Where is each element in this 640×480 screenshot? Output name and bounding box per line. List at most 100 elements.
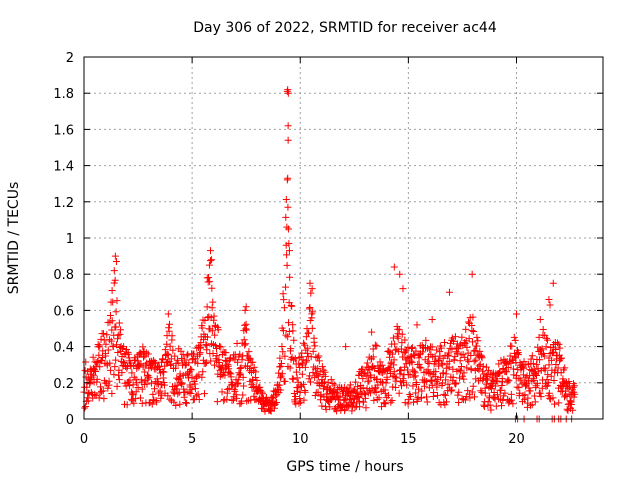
data-point	[367, 373, 375, 381]
data-point	[287, 345, 295, 353]
data-point	[445, 288, 453, 296]
data-point	[290, 336, 298, 344]
data-point	[478, 388, 486, 396]
data-point	[428, 315, 436, 323]
data-point	[436, 373, 444, 381]
data-point	[237, 364, 245, 372]
data-point	[261, 407, 269, 415]
data-point	[233, 394, 241, 402]
data-point	[410, 398, 418, 406]
data-point	[118, 369, 126, 377]
data-point	[295, 360, 303, 368]
data-point	[445, 351, 453, 359]
data-point	[208, 256, 216, 264]
data-point	[411, 372, 419, 380]
data-point	[538, 384, 546, 392]
data-point	[401, 399, 409, 407]
axis-ticks	[83, 56, 603, 420]
data-point	[113, 382, 121, 390]
data-point	[422, 336, 430, 344]
data-point	[374, 381, 382, 389]
y-axis-label: SRMTID / TECUs	[6, 182, 22, 295]
data-point	[470, 357, 478, 365]
data-point	[438, 359, 446, 367]
data-point	[104, 346, 112, 354]
data-point	[440, 390, 448, 398]
data-point	[448, 334, 456, 342]
data-point	[280, 296, 288, 304]
data-point	[513, 383, 521, 391]
data-point	[407, 357, 415, 365]
data-point	[391, 346, 399, 354]
data-point	[544, 336, 552, 344]
x-axis-label: GPS time / hours	[286, 459, 403, 475]
data-point	[433, 391, 441, 399]
data-point	[401, 348, 409, 356]
data-point	[243, 397, 251, 405]
data-point	[156, 387, 164, 395]
data-point	[165, 320, 173, 328]
data-point	[202, 359, 210, 367]
data-point	[160, 381, 168, 389]
data-point	[163, 350, 171, 358]
data-point	[102, 352, 110, 360]
data-point	[541, 364, 549, 372]
data-point	[276, 374, 284, 382]
data-point	[504, 376, 512, 384]
data-point	[309, 308, 317, 316]
data-point	[443, 352, 451, 360]
data-point	[528, 352, 536, 360]
data-point	[486, 401, 494, 409]
data-point	[279, 290, 287, 298]
data-point	[396, 366, 404, 374]
data-point	[218, 388, 226, 396]
data-point	[455, 399, 463, 407]
data-point	[397, 367, 405, 375]
data-point	[153, 398, 161, 406]
y-tick-labels: 0 0.2 0.4 0.6 0.8 1 1.2 1.4 1.6 1.8 2	[53, 51, 74, 428]
data-point	[195, 396, 203, 404]
data-point	[472, 356, 480, 364]
data-point	[395, 326, 403, 334]
data-point	[418, 387, 426, 395]
x-tick-label: 15	[400, 432, 417, 447]
data-point	[194, 390, 202, 398]
data-point	[495, 370, 503, 378]
data-point	[412, 389, 420, 397]
data-point	[172, 364, 180, 372]
data-point	[207, 340, 215, 348]
data-point	[463, 364, 471, 372]
data-point	[112, 258, 120, 266]
data-point	[531, 392, 539, 400]
data-point	[203, 303, 211, 311]
data-point	[537, 393, 545, 401]
data-point	[557, 355, 565, 363]
data-point	[458, 363, 466, 371]
data-point	[415, 354, 423, 362]
data-point	[100, 330, 108, 338]
data-point	[378, 361, 386, 369]
data-point	[419, 348, 427, 356]
data-point	[276, 363, 284, 371]
data-point	[176, 373, 184, 381]
data-point	[207, 357, 215, 365]
data-point	[217, 343, 225, 351]
data-point	[310, 363, 318, 371]
data-point	[529, 360, 537, 368]
data-point	[373, 375, 381, 383]
data-point	[412, 380, 420, 388]
data-point	[528, 366, 536, 374]
data-point	[192, 392, 200, 400]
data-point	[165, 327, 173, 335]
data-point	[372, 388, 380, 396]
data-point	[304, 344, 312, 352]
data-point	[283, 87, 291, 95]
data-point	[277, 386, 285, 394]
data-point	[526, 372, 534, 380]
data-point	[456, 357, 464, 365]
data-point	[324, 379, 332, 387]
data-point	[301, 341, 309, 349]
data-point	[535, 333, 543, 341]
data-point	[148, 379, 156, 387]
data-point	[376, 362, 384, 370]
